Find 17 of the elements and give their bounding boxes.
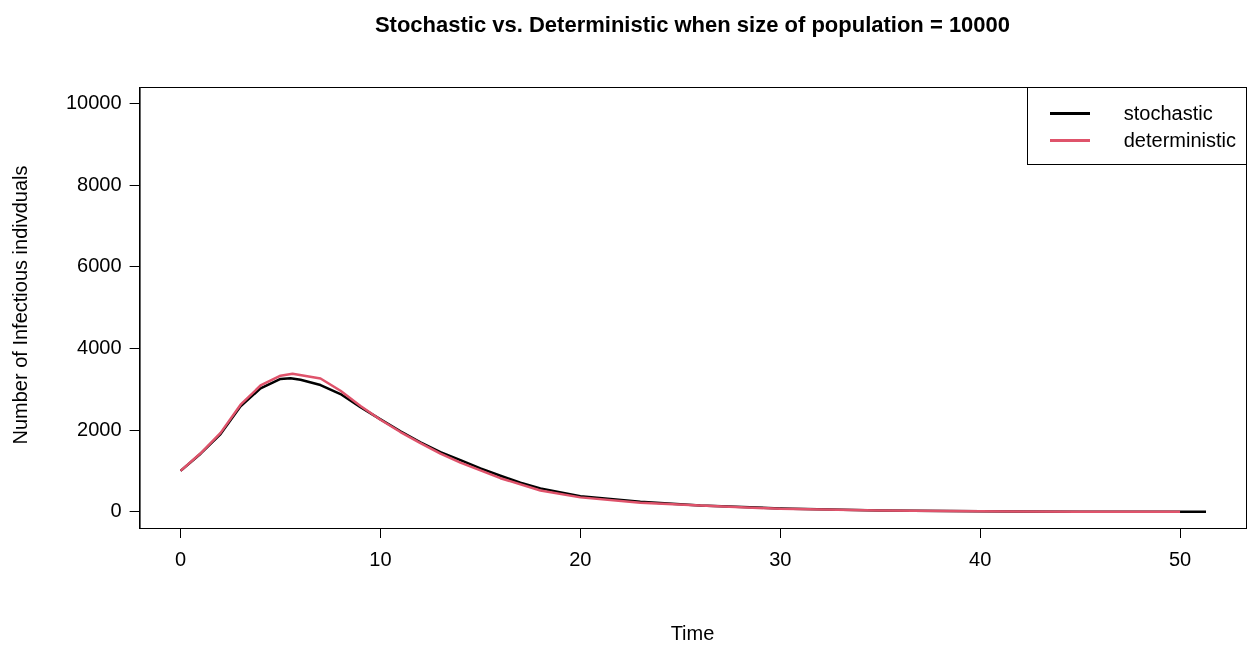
y-tick-label: 0 bbox=[110, 499, 122, 522]
x-tick-label: 0 bbox=[175, 547, 187, 570]
y-tick-label: 6000 bbox=[77, 254, 122, 277]
x-tick-label: 50 bbox=[1168, 547, 1192, 570]
x-tick-label: 20 bbox=[569, 547, 592, 570]
x-tick-label: 30 bbox=[769, 547, 792, 570]
y-tick-label: 10000 bbox=[65, 90, 122, 113]
x-axis-title: Time bbox=[669, 622, 716, 645]
x-tick-label: 40 bbox=[969, 547, 992, 570]
y-tick-label: 2000 bbox=[77, 417, 122, 440]
chart-title: Stochastic vs. Deterministic when size of population = 10000 bbox=[373, 12, 1012, 38]
y-axis-title: Number of Infectious indivduals bbox=[8, 165, 32, 445]
x-tick-label: 10 bbox=[369, 547, 392, 570]
legend-label: deterministic bbox=[1123, 129, 1236, 152]
y-tick-label: 8000 bbox=[77, 172, 122, 195]
legend-label: stochastic bbox=[1123, 102, 1213, 125]
y-tick-label: 4000 bbox=[77, 335, 122, 358]
